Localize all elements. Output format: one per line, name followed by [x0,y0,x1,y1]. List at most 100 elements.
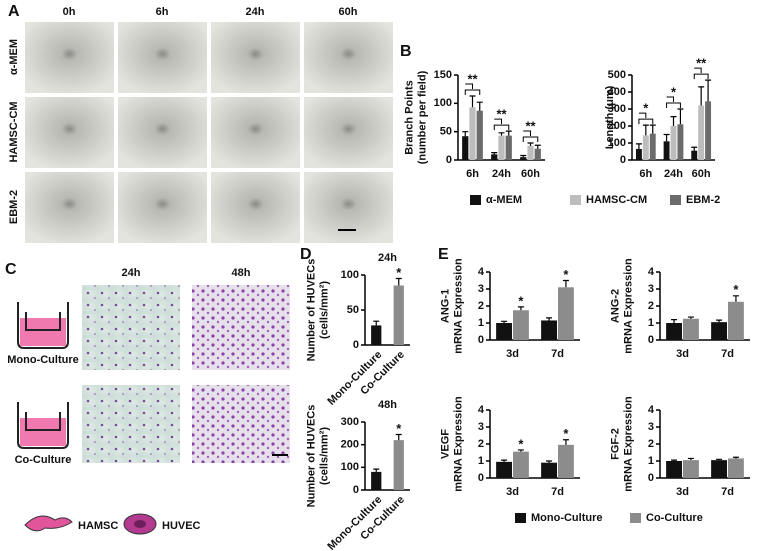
micrograph [118,172,207,243]
error-bar [562,439,569,445]
cell-icons [24,513,157,535]
bar [534,148,541,160]
y-tick-label: 2 [478,438,484,450]
panel-label: E [438,246,449,263]
bar [527,145,534,160]
legend-swatch [470,195,481,205]
y-tick-label: 0 [648,334,654,346]
y-axis-label: mRNA Expression [452,258,464,354]
y-axis-label: (cells/mm²) [318,281,330,339]
significance-label: * [563,267,569,282]
micrograph [304,172,393,243]
bar [491,154,498,160]
significance-bracket [638,118,654,125]
y-axis-label: Number of HUVECs [305,405,317,508]
bar [469,107,476,160]
y-axis-label: Length (μm) [604,85,616,149]
y-axis-label: mRNA Expression [452,396,464,492]
y-tick-label: 2 [478,300,484,312]
micrograph [192,285,290,370]
y-tick-label: 3 [478,283,484,295]
bar [728,301,744,340]
bar [496,461,512,478]
bar [371,471,382,490]
y-tick-label: 100 [341,461,359,473]
micrograph [25,97,114,168]
y-tick-label: 2 [648,300,654,312]
error-bar [677,108,684,125]
error-bar [635,143,642,149]
error-bar [527,142,534,146]
significance-bracket [693,73,709,80]
micrograph [118,22,207,93]
y-axis-label: Branch Points [403,80,415,155]
bar [371,325,382,345]
micrograph [211,97,300,168]
legend-swatch [670,195,681,205]
significance-bracket [465,83,473,89]
column-label: 24h [122,267,141,279]
bar [520,157,527,160]
y-tick-label: 0 [478,334,484,346]
bar [541,462,557,478]
x-tick-label: 7d [551,348,564,360]
bar [496,323,512,340]
bar [683,460,699,478]
row-label: Mono-Culture [7,354,78,366]
error-bar [517,449,524,452]
x-tick-label: 7d [551,486,564,498]
y-tick-label: 4 [478,404,485,416]
bar [705,101,712,160]
error-bar [498,132,505,136]
y-tick-label: 1 [478,317,484,329]
bar [711,460,727,478]
significance-label: * [733,282,739,297]
y-tick-label: 1 [648,455,654,467]
column-label: 0h [63,6,76,18]
bar [513,451,529,478]
bar [711,322,727,340]
y-tick-label: 0 [353,484,359,496]
x-tick-label: 3d [506,348,519,360]
y-tick-label: 50 [347,304,359,316]
error-bar [546,460,553,463]
bar [670,126,677,160]
x-tick-label: 60h [692,168,711,180]
micrograph [192,385,290,463]
error-bar [520,154,527,158]
error-bar [546,317,553,321]
error-bar [501,320,508,323]
y-axis-label: FGF-2 [609,428,621,460]
bar [698,105,705,160]
error-bar [716,319,723,323]
bar [513,310,529,340]
panel-label: C [5,261,17,278]
x-tick-label: 6h [639,168,652,180]
chart-title: 48h [378,399,397,411]
bar [677,124,684,160]
legend-label: Mono-Culture [531,512,602,524]
y-tick-label: 2 [648,438,654,450]
row-label: HAMSC-CM [8,101,20,162]
legend-swatch [515,513,526,523]
y-axis-label: (cells/mm²) [318,427,330,485]
x-tick-label: 7d [721,486,734,498]
row-label: EBM-2 [8,190,20,224]
error-bar [732,295,739,302]
x-tick-label: 24h [664,168,683,180]
y-axis-label: mRNA Expression [622,258,634,354]
y-axis-label: Number of HUVECs [305,259,317,362]
x-tick-label: 3d [506,486,519,498]
y-tick-label: 3 [648,421,654,433]
y-axis-label: (number per field) [416,70,428,164]
error-bar [562,279,569,288]
error-bar [395,277,402,286]
y-tick-label: 50 [440,126,452,138]
legend-label: HUVEC [162,520,201,532]
significance-label: * [396,421,402,436]
significance-label: ** [496,107,507,122]
bar [642,135,649,160]
bar [541,320,557,340]
panel-label: B [400,43,412,60]
